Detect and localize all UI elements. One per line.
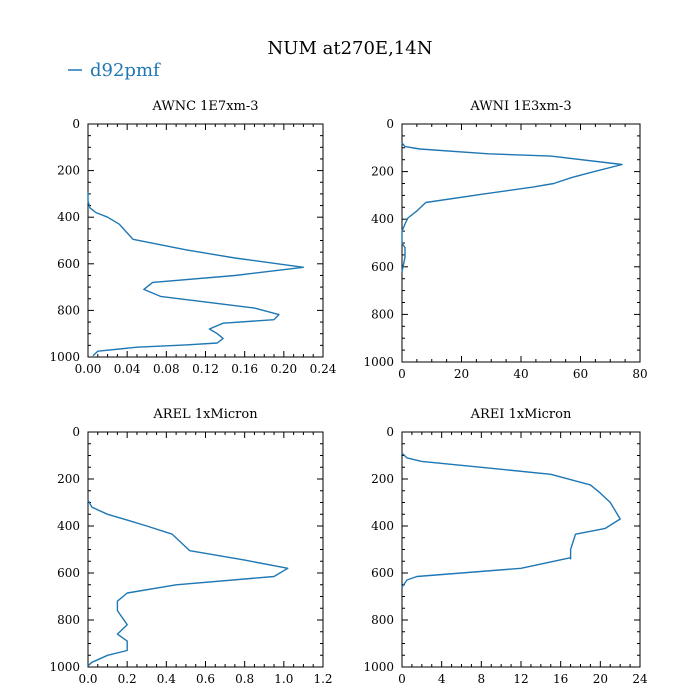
x-tick-label: 0.24	[310, 362, 337, 376]
x-tick-label: 1.0	[274, 672, 293, 686]
y-tick-label: 1000	[49, 350, 80, 364]
x-tick-label: 0.6	[196, 672, 215, 686]
x-tick-label: 4	[438, 672, 446, 686]
panel-title: AWNI 1E3xm-3	[469, 99, 571, 114]
x-tick-label: 0	[398, 367, 406, 381]
x-tick-label: 8	[478, 672, 486, 686]
x-tick-label: 0.0	[78, 672, 97, 686]
y-tick-label: 400	[57, 519, 80, 533]
x-tick-label: 0.2	[118, 672, 137, 686]
x-tick-label: 24	[632, 672, 648, 686]
panel-title: AWNC 1E7xm-3	[151, 99, 258, 114]
x-tick-label: 16	[553, 672, 568, 686]
panel-title: AREL 1xMicron	[152, 407, 258, 422]
y-tick-label: 400	[371, 519, 394, 533]
panel-3: AREL 1xMicron 0.0 0.2 0.4 0.6 0.8 1.0 1.2 0 200 40…	[49, 407, 332, 686]
x-tick-label: 60	[573, 367, 588, 381]
x-tick-label: 0.04	[114, 362, 141, 376]
plot-frame	[87, 123, 324, 358]
x-tick-label: 0.12	[192, 362, 219, 376]
y-tick-label: 0	[386, 425, 394, 439]
y-tick-label: 800	[57, 303, 80, 317]
y-tick-label: 200	[57, 472, 80, 486]
x-tick-label: 0.8	[235, 672, 254, 686]
plot-frame	[401, 123, 641, 363]
series-line-d92pmf	[87, 191, 305, 357]
y-tick-label: 800	[57, 613, 80, 627]
panel-4: AREI 1xMicron 0 4 8 12 16 20 24 0 200 400 600 800 100…	[363, 407, 648, 686]
y-tick-label: 400	[57, 210, 80, 224]
x-tick-label: 20	[454, 367, 469, 381]
x-tick-label: 0	[398, 672, 406, 686]
y-tick-label: 600	[371, 566, 394, 580]
panel-title: AREI 1xMicron	[470, 407, 572, 422]
chart-title: NUM at270E,14N	[268, 38, 433, 59]
legend: d92pmf	[68, 60, 161, 81]
x-tick-label: 0.08	[153, 362, 180, 376]
y-tick-label: 1000	[49, 660, 80, 674]
x-tick-label: 0.20	[270, 362, 297, 376]
x-tick-label: 40	[513, 367, 528, 381]
x-tick-label: 20	[593, 672, 608, 686]
y-tick-label: 800	[371, 613, 394, 627]
x-tick-label: 1.2	[313, 672, 332, 686]
y-tick-label: 200	[57, 164, 80, 178]
plot-frame	[401, 431, 641, 668]
y-tick-label: 0	[72, 117, 80, 131]
y-tick-label: 800	[371, 307, 394, 321]
y-tick-label: 600	[57, 257, 80, 271]
series-line-d92pmf	[401, 452, 621, 588]
plot-frame	[87, 431, 324, 668]
y-tick-label: 0	[72, 425, 80, 439]
y-tick-label: 200	[371, 472, 394, 486]
y-tick-label: 1000	[363, 660, 394, 674]
panel-1: AWNC 1E7xm-3 0.00 0.04 0.08 0.12 0.16 0.20 0.24…	[49, 99, 336, 376]
x-tick-label: 12	[513, 672, 528, 686]
y-tick-label: 600	[57, 566, 80, 580]
y-tick-label: 1000	[363, 355, 394, 369]
y-tick-label: 600	[371, 260, 394, 274]
series-line-d92pmf	[401, 142, 623, 272]
x-tick-label: 0.4	[157, 672, 176, 686]
x-tick-label: 0.16	[231, 362, 258, 376]
y-tick-label: 400	[371, 212, 394, 226]
y-tick-label: 0	[386, 117, 394, 131]
series-line-d92pmf	[87, 499, 289, 667]
panels: AWNC 1E7xm-30.00 0.04 0.08 0.12 0.16 0.20 0.24…	[49, 99, 648, 686]
y-tick-label: 200	[371, 165, 394, 179]
legend-label: d92pmf	[90, 60, 161, 81]
x-tick-label: 0.00	[75, 362, 102, 376]
x-tick-label: 80	[632, 367, 647, 381]
